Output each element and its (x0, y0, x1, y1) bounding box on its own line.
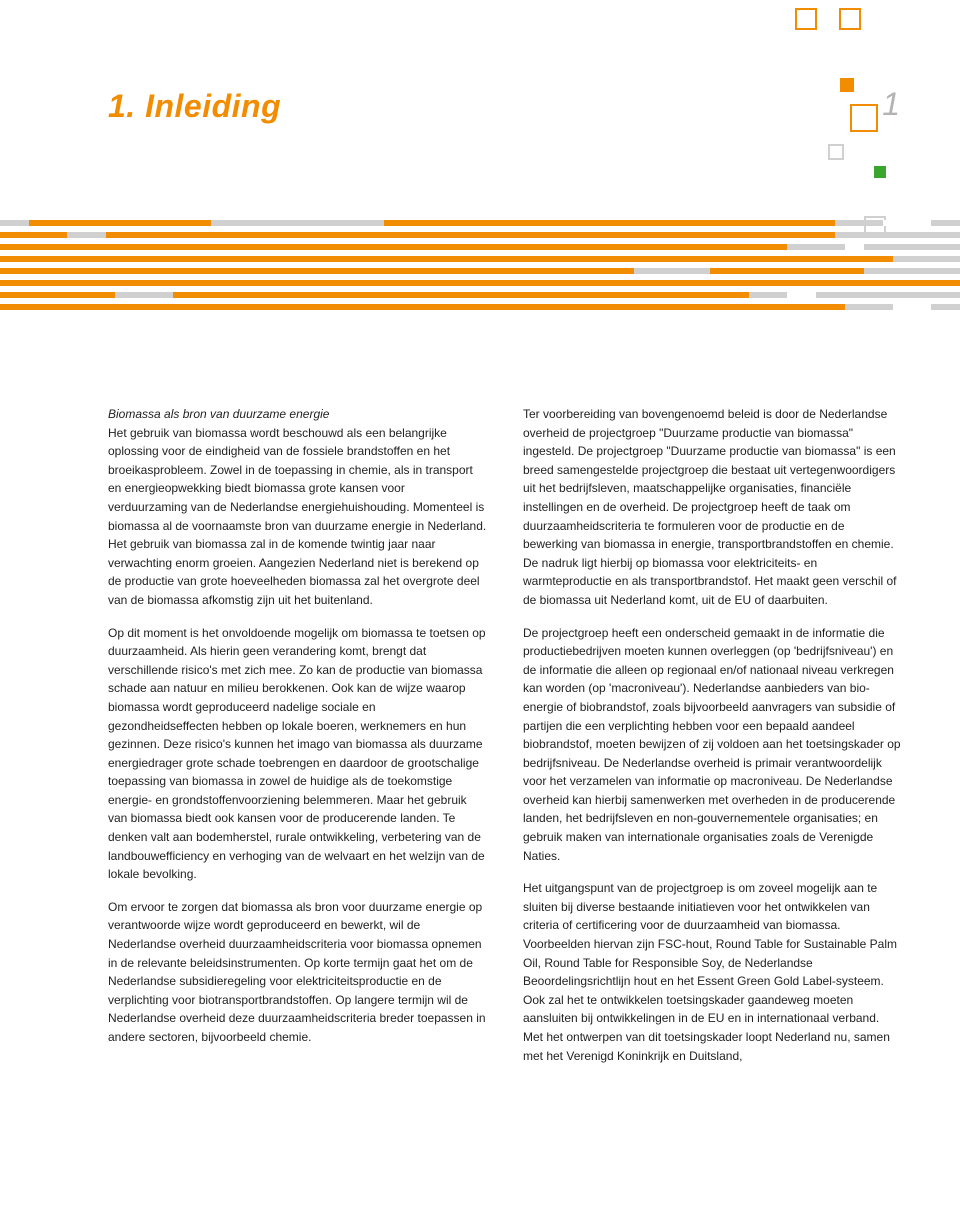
body-paragraph: Om ervoor te zorgen dat biomassa als bro… (108, 898, 487, 1047)
decor-square-outline-orange (850, 104, 878, 132)
body-paragraph: Op dit moment is het onvoldoende mogelij… (108, 624, 487, 884)
subheading: Biomassa als bron van duurzame energie (108, 407, 329, 421)
decor-square-outline (795, 8, 817, 30)
body-paragraph: De projectgroep heeft een onderscheid ge… (523, 624, 902, 866)
body-paragraph: Ter voorbereiding van bovengenoemd belei… (523, 405, 902, 610)
chapter-title: 1. Inleiding (108, 88, 281, 125)
body-paragraph: Het uitgangspunt van de projectgroep is … (523, 879, 902, 1065)
decor-square-fill-green (874, 166, 886, 178)
decor-stripes (0, 220, 960, 316)
decor-square-fill-orange (840, 78, 854, 92)
column-left: Biomassa als bron van duurzame energie H… (108, 405, 487, 1079)
decor-square-outline (839, 8, 861, 30)
body-paragraph: Het gebruik van biomassa wordt beschouwd… (108, 426, 486, 607)
column-right: Ter voorbereiding van bovengenoemd belei… (523, 405, 902, 1079)
decor-square-outline-gray (828, 144, 844, 160)
body-columns: Biomassa als bron van duurzame energie H… (108, 405, 902, 1079)
